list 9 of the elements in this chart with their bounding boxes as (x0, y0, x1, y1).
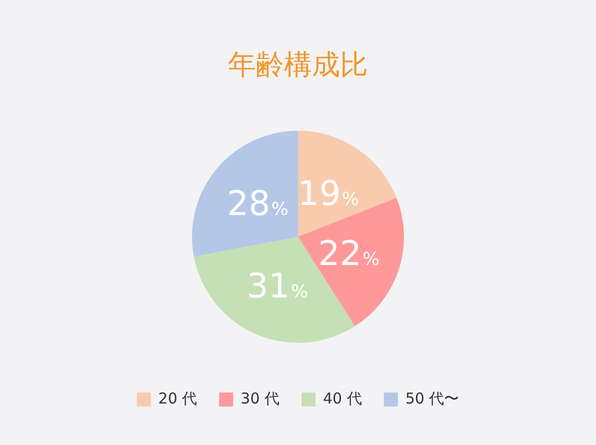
chart-title: 年齢構成比 (228, 48, 368, 82)
legend-label: 40 代 (323, 389, 362, 408)
legend-label: 50 代〜 (405, 389, 460, 408)
legend-label: 20 代 (158, 389, 198, 408)
data-label: 28% (226, 184, 288, 224)
legend-label: 30 代 (240, 389, 280, 408)
data-label: 19% (298, 174, 359, 214)
data-label: 22% (318, 234, 380, 274)
data-label: 31% (246, 266, 308, 306)
